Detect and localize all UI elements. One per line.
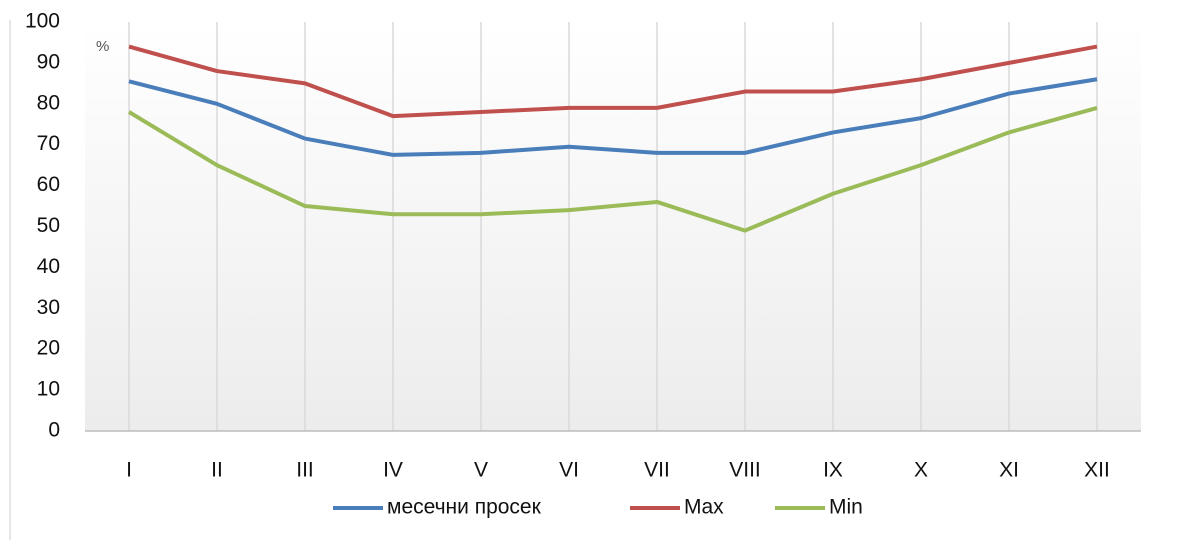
- legend-label: Max: [684, 496, 724, 519]
- y-tick-label: 0: [48, 419, 60, 442]
- legend-label: месечни просек: [387, 496, 542, 519]
- y-tick-label: 20: [37, 337, 60, 360]
- x-tick-label: II: [211, 459, 223, 482]
- series-line: [128, 44, 1098, 119]
- x-tick-label: IV: [383, 459, 403, 482]
- series-line: [127, 105, 1098, 233]
- y-tick-label: 100: [25, 10, 60, 33]
- x-tick-label: X: [914, 459, 928, 482]
- legend-label: Min: [829, 496, 863, 519]
- x-tick-label: III: [296, 459, 314, 482]
- y-tick-label: 80: [37, 91, 60, 114]
- y-tick-label: 30: [37, 296, 60, 319]
- x-tick-label: XI: [999, 459, 1019, 482]
- unit-label: %: [96, 38, 109, 55]
- y-tick-label: 60: [37, 173, 60, 196]
- x-tick-label: VIII: [729, 459, 761, 482]
- y-tick-label: 10: [37, 378, 60, 401]
- x-tick-label: V: [474, 459, 488, 482]
- x-tick-label: I: [126, 459, 132, 482]
- plot-area: [85, 22, 1141, 431]
- x-tick-label: XII: [1084, 459, 1110, 482]
- x-tick-label: VII: [644, 459, 670, 482]
- x-tick-label: VI: [559, 459, 579, 482]
- series-line: [128, 77, 1098, 157]
- y-tick-label: 90: [37, 50, 60, 73]
- y-tick-label: 40: [37, 255, 60, 278]
- y-tick-label: 70: [37, 132, 60, 155]
- x-tick-label: IX: [823, 459, 843, 482]
- y-tick-label: 50: [37, 214, 60, 237]
